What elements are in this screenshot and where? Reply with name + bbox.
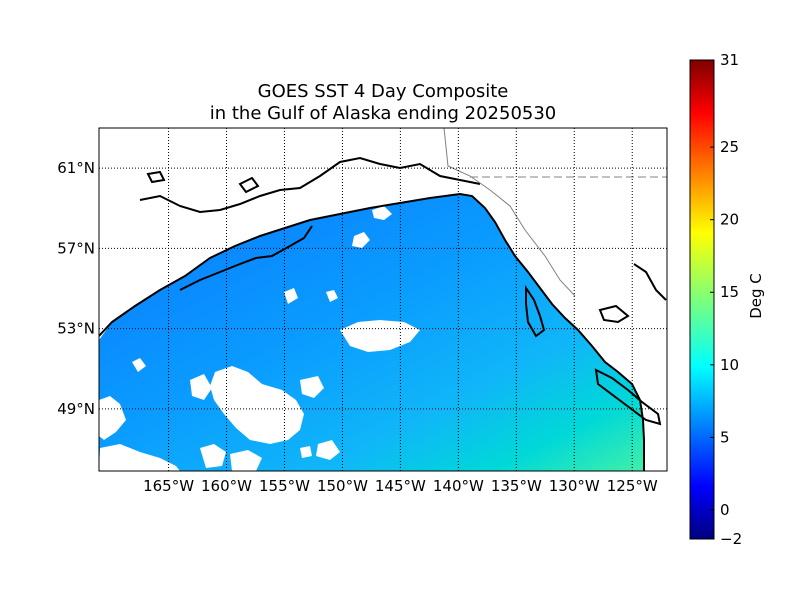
colorbar-label: Deg C	[747, 273, 765, 319]
map-frame	[98, 127, 668, 472]
longitude-tick-label: 130°W	[549, 477, 600, 495]
longitude-tick-label: 140°W	[433, 477, 484, 495]
longitude-tick-label: 165°W	[143, 477, 194, 495]
map-content	[99, 128, 667, 471]
latitude-tick-label: 57°N	[57, 239, 95, 257]
colorbar-tick-label: 0	[720, 501, 730, 519]
colorbar-tick-label: 20	[720, 211, 739, 229]
colorbar-tick-label: −2	[720, 530, 742, 548]
latitude-tick-label: 53°N	[57, 320, 95, 338]
longitude-tick-label: 125°W	[607, 477, 658, 495]
longitude-tick-label: 155°W	[259, 477, 310, 495]
colorbar-tick-label: 5	[720, 428, 730, 446]
map-graticule	[99, 128, 667, 471]
coastline	[99, 156, 667, 471]
longitude-tick-labels: 165°W 160°W 155°W 150°W 145°W 140°W 135°W 130°W…	[143, 477, 658, 495]
longitude-tick-label: 160°W	[201, 477, 252, 495]
latitude-tick-label: 61°N	[57, 159, 95, 177]
map-title-line-1: GOES SST 4 Day Composite	[257, 81, 509, 102]
latitude-tick-labels: 61°N 57°N 53°N 49°N	[57, 159, 95, 418]
colorbar-tick-label: 25	[720, 138, 739, 156]
longitude-tick-label: 135°W	[491, 477, 542, 495]
colorbar	[689, 59, 715, 540]
colorbar-tick-labels: −2 0 5 10 15 20 25 31	[710, 51, 742, 548]
colorbar-tick-label: 15	[720, 283, 739, 301]
map-title-line-2: in the Gulf of Alaska ending 20250530	[209, 103, 557, 124]
longitude-tick-label: 150°W	[317, 477, 368, 495]
longitude-tick-label: 145°W	[375, 477, 426, 495]
latitude-tick-label: 49°N	[57, 400, 95, 418]
borders	[443, 128, 667, 297]
colorbar-tick-label: 10	[720, 356, 739, 374]
colorbar-tick-label: 31	[720, 51, 739, 69]
